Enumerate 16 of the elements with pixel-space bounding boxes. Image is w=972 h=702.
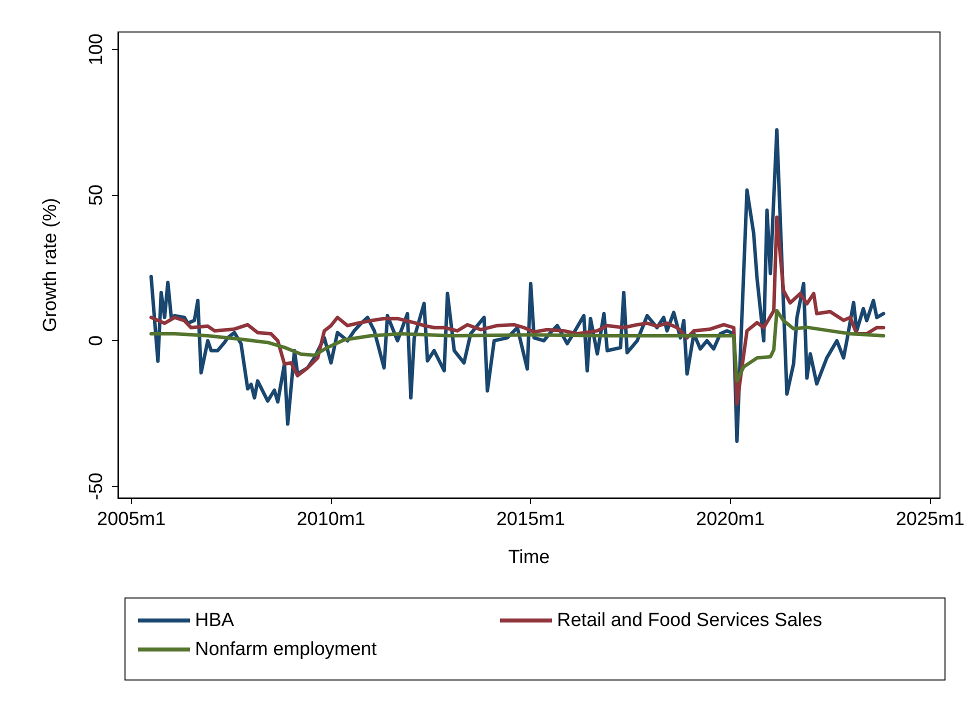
y-tick-label: 50 [86, 184, 107, 206]
y-axis-title: Growth rate (%) [40, 198, 61, 332]
y-tick-label: 100 [86, 34, 107, 66]
y-tick-label: 0 [86, 335, 107, 346]
x-tick-label: 2025m1 [896, 509, 964, 530]
x-tick-label: 2005m1 [97, 509, 166, 530]
x-tick-label: 2015m1 [496, 509, 566, 530]
y-tick-label: -50 [86, 472, 107, 500]
legend-label: Nonfarm employment [195, 639, 378, 660]
x-tick-label: 2020m1 [696, 509, 765, 530]
line-series [149, 215, 886, 406]
x-axis-title: Time [508, 547, 550, 568]
legend-label: Retail and Food Services Sales [557, 610, 822, 631]
legend-label: HBA [195, 610, 234, 631]
line-series [149, 308, 886, 383]
x-tick-label: 2010m1 [296, 509, 366, 530]
